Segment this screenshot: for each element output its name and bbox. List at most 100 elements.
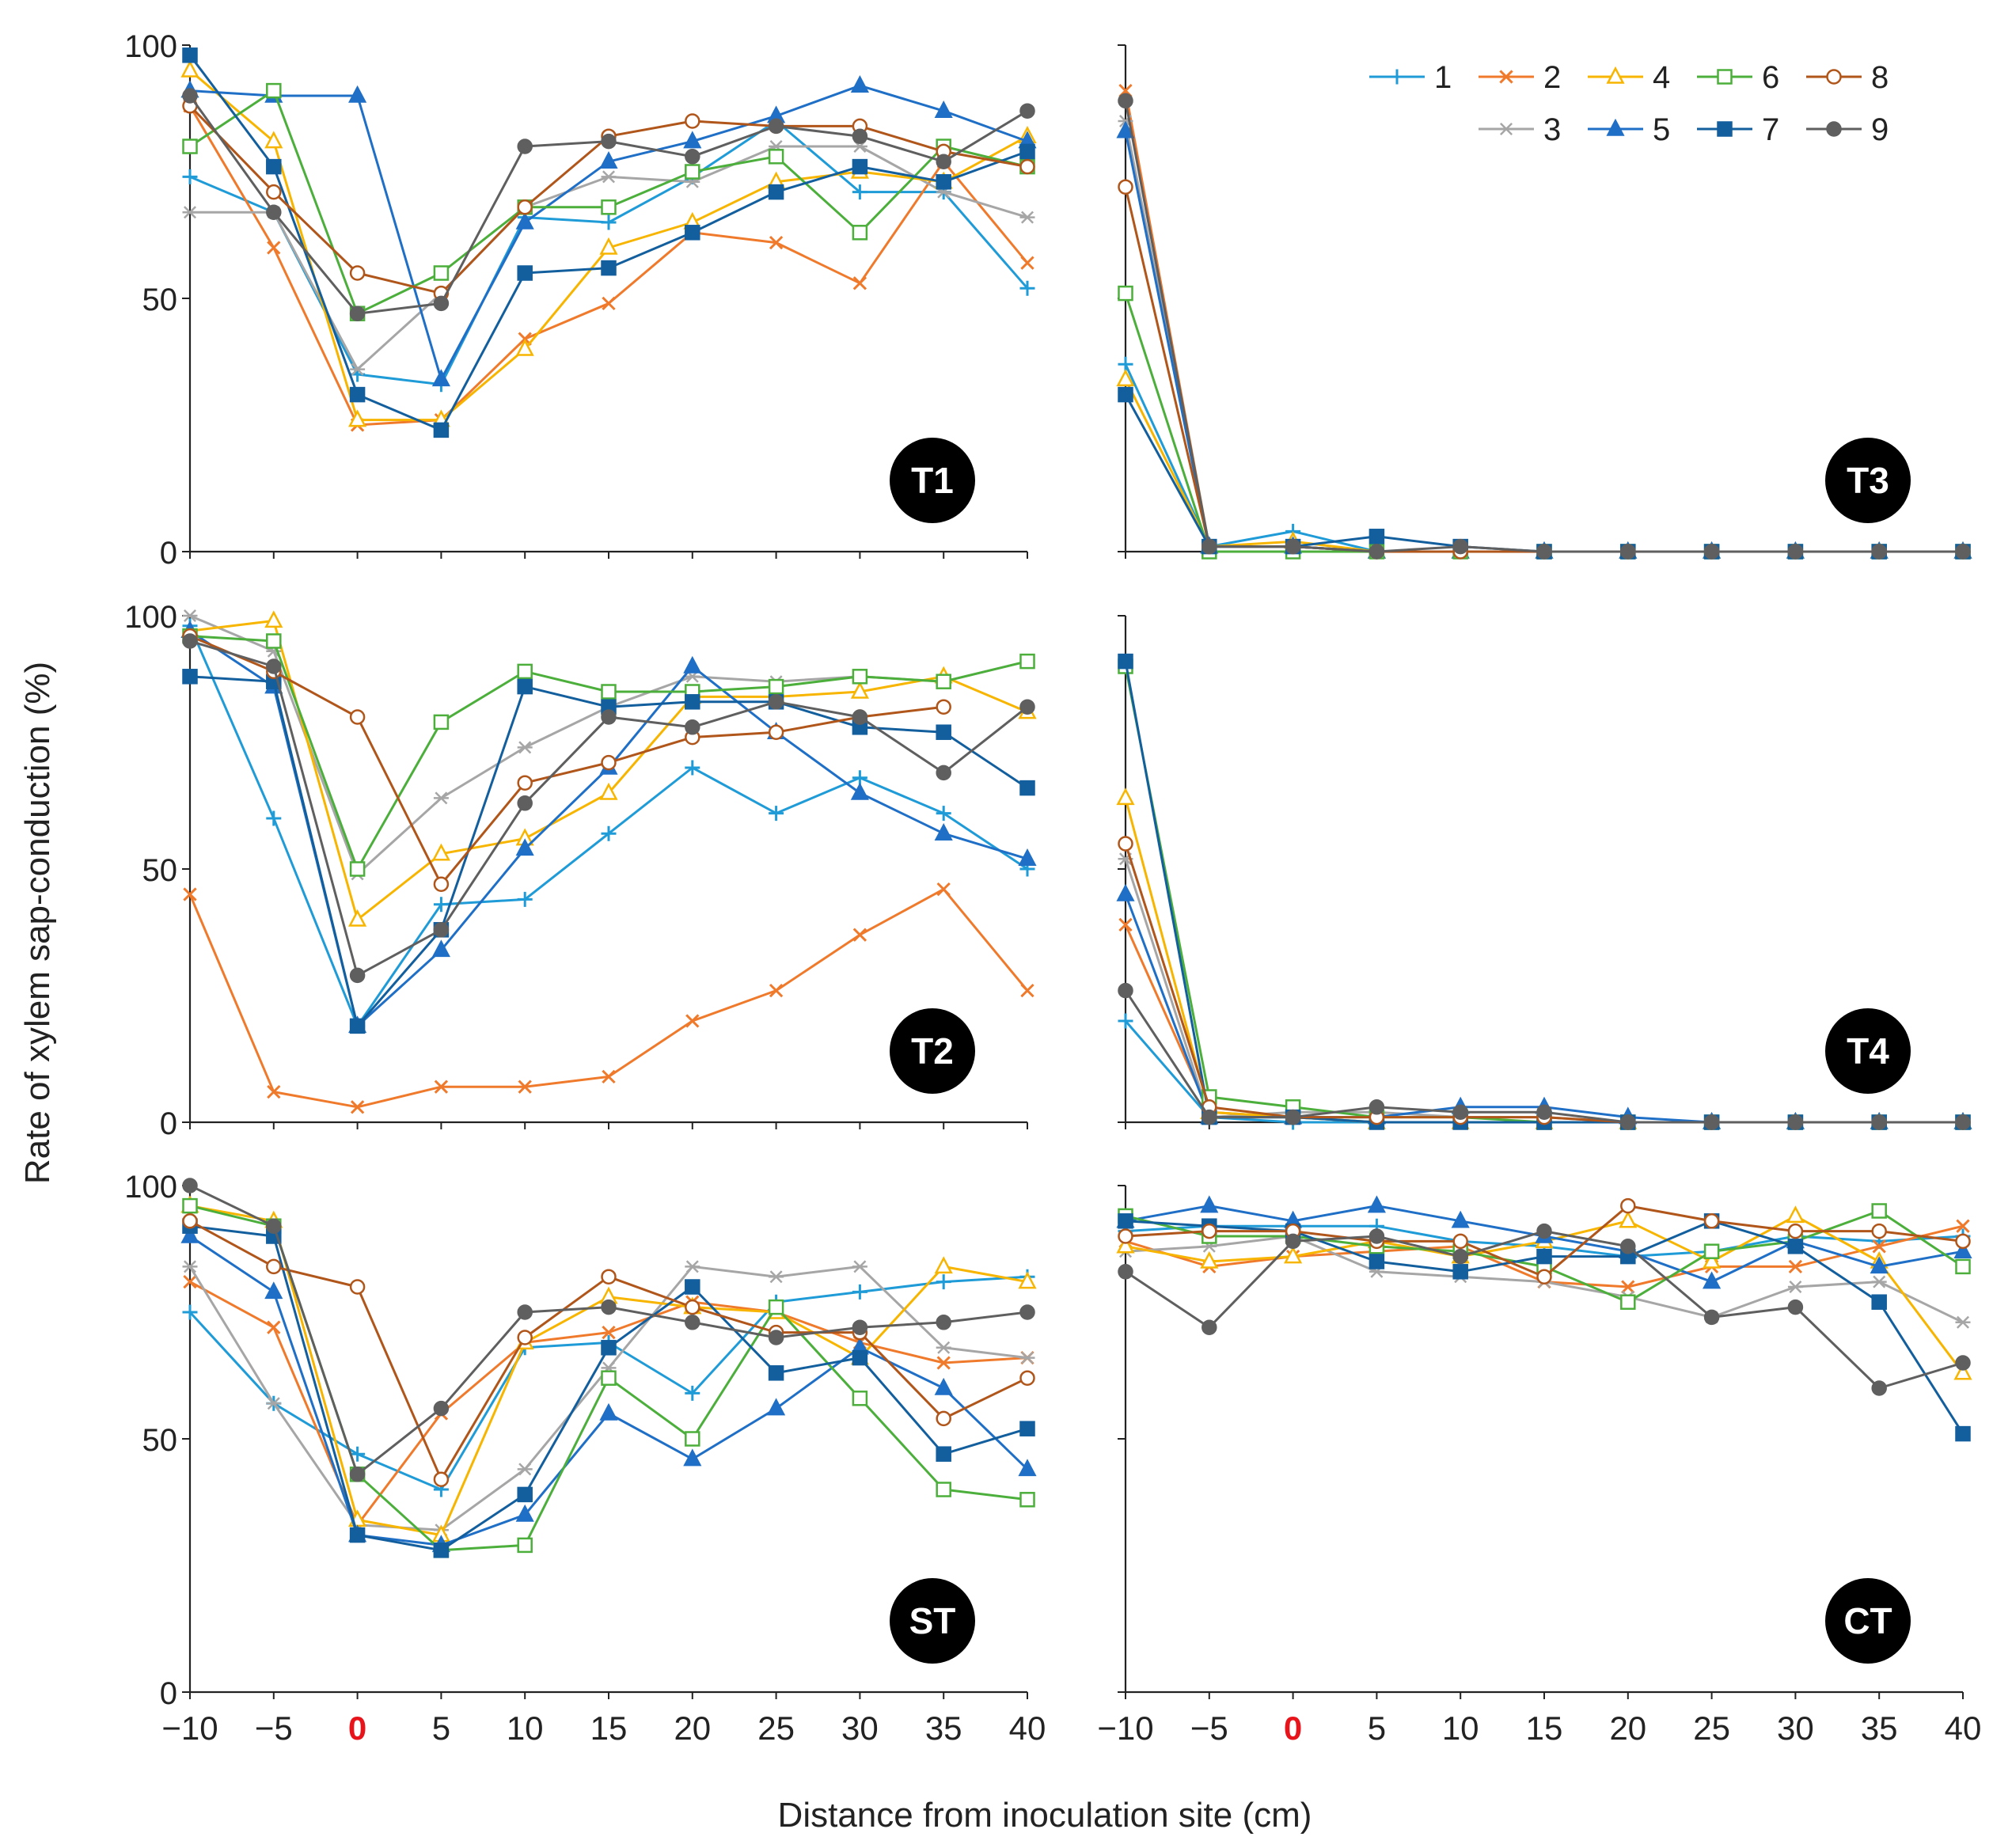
panel-t1-badge: T1 xyxy=(890,438,975,523)
data-point xyxy=(1787,1239,1804,1254)
y-tick-label: 100 xyxy=(124,600,177,635)
y-tick-label: 0 xyxy=(160,1676,177,1711)
data-point xyxy=(601,214,617,230)
data-point xyxy=(767,1398,786,1416)
data-point xyxy=(1118,1213,1133,1229)
panel-t1-series-5 xyxy=(180,75,1037,387)
data-point xyxy=(1621,1280,1635,1294)
panel-t3-series-9 xyxy=(1118,93,1971,560)
data-point xyxy=(685,1299,700,1315)
data-point xyxy=(1870,1256,1889,1274)
data-point xyxy=(517,663,533,680)
data-point xyxy=(349,386,366,403)
data-point xyxy=(852,1391,868,1406)
data-point xyxy=(517,139,533,154)
data-point xyxy=(434,1080,449,1094)
panel-t4-badge: T4 xyxy=(1825,1008,1911,1094)
data-point xyxy=(1703,1271,1722,1289)
data-point xyxy=(349,1467,366,1482)
data-point xyxy=(433,922,450,938)
panel-label: ST xyxy=(909,1600,956,1641)
data-point xyxy=(936,1315,951,1330)
data-point xyxy=(266,810,282,826)
data-point xyxy=(517,678,533,695)
panel-st-series-9 xyxy=(182,1178,1035,1482)
data-point xyxy=(1200,1195,1219,1213)
data-point xyxy=(769,983,784,998)
data-point xyxy=(517,775,533,791)
data-point xyxy=(515,838,534,856)
x-tick-label: 25 xyxy=(757,1709,795,1747)
data-point xyxy=(768,694,784,710)
legend-label: 1 xyxy=(1434,60,1452,95)
data-point xyxy=(1620,1294,1636,1310)
data-point xyxy=(517,741,533,754)
data-point xyxy=(936,1356,951,1370)
legend-item-1: 1 xyxy=(1369,60,1452,95)
badge-circle xyxy=(890,1578,975,1664)
data-point xyxy=(936,1446,951,1462)
data-point xyxy=(1118,386,1133,403)
legend-label: 6 xyxy=(1762,60,1779,95)
data-point xyxy=(1019,158,1035,175)
data-point xyxy=(768,184,784,200)
data-point xyxy=(349,305,366,321)
data-point xyxy=(1019,103,1035,119)
data-point xyxy=(936,1274,951,1290)
legend-label: 3 xyxy=(1543,112,1561,147)
data-point xyxy=(1019,1421,1035,1436)
data-point xyxy=(433,422,450,438)
data-point xyxy=(934,1256,953,1274)
panel-t4-series-3 xyxy=(1118,852,1971,1129)
data-point xyxy=(601,133,617,150)
data-point xyxy=(266,1397,282,1410)
x-tick-label: 5 xyxy=(432,1709,450,1747)
legend-label: 2 xyxy=(1543,60,1561,95)
legend-item-3: 3 xyxy=(1479,112,1561,147)
data-point xyxy=(936,882,951,897)
data-point xyxy=(685,149,700,165)
data-point xyxy=(936,1341,951,1354)
data-point xyxy=(768,724,784,740)
data-point xyxy=(936,765,951,781)
data-point xyxy=(852,669,868,685)
data-point xyxy=(182,669,198,685)
data-point xyxy=(601,754,617,771)
legend-marker xyxy=(1389,69,1405,85)
badge-circle xyxy=(1825,1578,1911,1664)
x-tick-label: −10 xyxy=(1097,1709,1153,1747)
data-point xyxy=(264,131,283,149)
data-point xyxy=(768,1365,784,1381)
data-point xyxy=(266,1218,282,1234)
data-point xyxy=(517,891,533,907)
data-point xyxy=(934,823,953,841)
data-point xyxy=(768,149,784,165)
x-tick-label: 10 xyxy=(1442,1709,1479,1747)
series-line xyxy=(1124,293,1963,553)
data-point xyxy=(599,151,618,169)
data-point xyxy=(685,1315,700,1330)
data-point xyxy=(433,897,449,913)
x-tick-label: 15 xyxy=(590,1709,628,1747)
data-point xyxy=(1369,1228,1385,1244)
panel-st-series-6 xyxy=(182,1197,1035,1558)
panel-st-series-7 xyxy=(182,1218,1035,1558)
data-point xyxy=(1536,1223,1552,1239)
legend-marker xyxy=(1498,122,1514,136)
x-tick-label: 0 xyxy=(1284,1709,1302,1747)
data-point xyxy=(431,939,450,958)
data-point xyxy=(852,928,867,942)
panel-t4: T4 xyxy=(1116,615,1972,1130)
data-point xyxy=(685,1385,700,1401)
data-point xyxy=(1955,544,1971,560)
data-point xyxy=(517,199,533,215)
data-point xyxy=(1019,143,1035,160)
data-point xyxy=(1955,1114,1971,1130)
data-point xyxy=(934,101,953,118)
data-point xyxy=(685,719,700,735)
legend-item-5: 5 xyxy=(1588,112,1670,147)
y-tick-label: 100 xyxy=(124,29,177,64)
data-point xyxy=(768,118,784,135)
data-point xyxy=(1871,1380,1887,1396)
